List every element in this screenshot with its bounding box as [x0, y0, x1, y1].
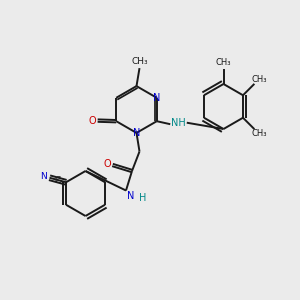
Text: O: O [88, 116, 96, 126]
Text: N: N [127, 191, 134, 201]
Text: C: C [55, 176, 61, 184]
Text: N: N [133, 128, 140, 138]
Text: CH₃: CH₃ [131, 57, 148, 66]
Text: CH₃: CH₃ [252, 75, 267, 84]
Text: CH₃: CH₃ [216, 58, 231, 67]
Text: NH: NH [171, 118, 186, 128]
Text: O: O [103, 158, 111, 169]
Text: H: H [139, 193, 146, 203]
Text: N: N [153, 93, 160, 103]
Text: CH₃: CH₃ [252, 129, 267, 138]
Text: N: N [40, 172, 47, 181]
